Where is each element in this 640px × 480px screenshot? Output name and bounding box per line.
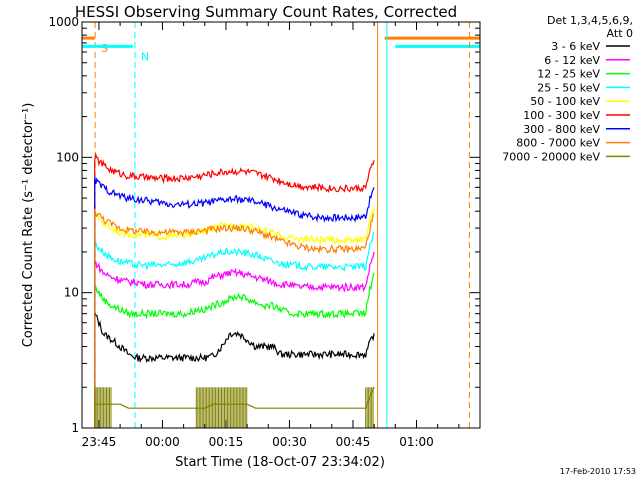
- flag-label: S: [101, 42, 108, 55]
- y-tick-label: 100: [56, 150, 79, 164]
- legend-entry-label: 800 - 7000 keV: [516, 137, 600, 150]
- x-axis: 23:45 00:00 00:15 00:30 00:45 01:00: [82, 22, 460, 449]
- series-line: [94, 311, 375, 428]
- flag-label: N: [141, 50, 149, 63]
- legend-entry-label: 3 - 6 keV: [551, 40, 600, 53]
- x-tick-label: 23:45: [82, 435, 117, 449]
- legend-entry-label: 100 - 300 keV: [523, 109, 600, 122]
- series-line: [94, 387, 375, 428]
- x-tick-label: 00:30: [272, 435, 307, 449]
- plot-frame: [81, 21, 481, 429]
- footer-date: 17-Feb-2010 17:53: [560, 467, 636, 476]
- y-axis-label: Corrected Count Rate (s⁻¹ detector⁻¹): [21, 103, 36, 348]
- legend-entry-label: 300 - 800 keV: [523, 123, 600, 136]
- y-tick-label: 1000: [48, 15, 79, 29]
- series-layer: [94, 152, 375, 428]
- series-line: [94, 231, 375, 428]
- legend-entry-label: 6 - 12 keV: [544, 54, 600, 67]
- x-tick-label: 00:00: [145, 435, 180, 449]
- legend-entry-label: 50 - 100 keV: [530, 95, 600, 108]
- legend-attenuator-line: Att 0: [607, 27, 633, 40]
- legend-entry-label: 25 - 50 keV: [537, 81, 600, 94]
- observing-flag-layer: SN: [82, 22, 480, 428]
- y-tick-label: 1: [71, 421, 79, 435]
- legend-entry-label: 7000 - 20000 keV: [502, 150, 600, 163]
- y-axis: 1 10 100 1000: [48, 15, 480, 435]
- legend-entry-label: 12 - 25 keV: [537, 68, 600, 81]
- x-tick-label: 00:45: [336, 435, 371, 449]
- series-line: [94, 208, 375, 428]
- x-axis-label: Start Time (18-Oct-07 23:34:02): [175, 455, 385, 470]
- x-tick-label: 00:15: [209, 435, 244, 449]
- y-tick-label: 10: [64, 286, 79, 300]
- series-line: [94, 251, 375, 428]
- legend-detector-line: Det 1,3,4,5,6,9,: [547, 14, 633, 27]
- x-tick-label: 01:00: [399, 435, 434, 449]
- series-line: [94, 176, 375, 428]
- series-line: [94, 272, 375, 428]
- chart-title: HESSI Observing Summary Count Rates, Cor…: [75, 3, 457, 21]
- series-line: [94, 152, 375, 428]
